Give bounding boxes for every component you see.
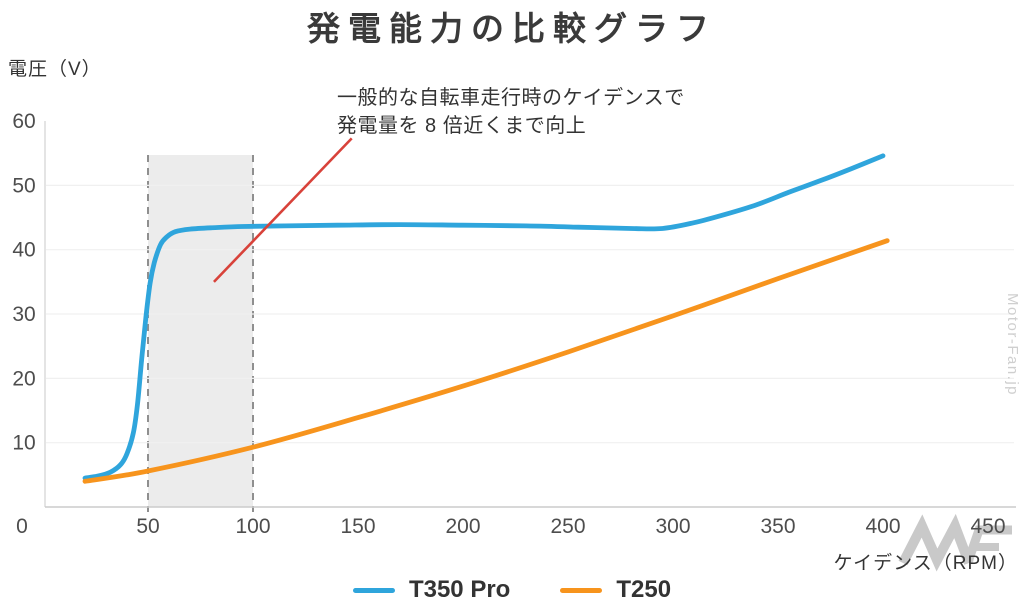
y-tick-label-50: 50 [12,174,35,197]
y-axis-title: 電圧（V） [8,59,102,80]
annotation-pointer-line [213,137,353,283]
x-tick-label-150: 150 [340,515,375,538]
legend-label-t250: T250 [616,576,672,603]
y-tick-label-20: 20 [12,367,35,390]
annotation-line-2: 発電量を 8 倍近くまで向上 [337,115,587,137]
annotation-text: 一般的な自転車走行時のケイデンスで 発電量を 8 倍近くまで向上 [337,84,685,140]
x-tick-label-200: 200 [445,515,480,538]
x-tick-label-100: 100 [235,515,270,538]
x-tick-label-350: 350 [760,515,795,538]
series-line-t250 [82,238,890,484]
x-tick-label-50: 50 [136,515,159,538]
x-tick-label-450: 450 [970,515,1005,538]
legend: T350 Pro T250 [0,576,1024,604]
y-tick-label-10: 10 [12,432,35,455]
series-line-t350-pro [82,153,886,481]
chart-title: 発電能力の比較グラフ [307,10,717,47]
x-tick-label-400: 400 [865,515,900,538]
x-tick-label-0: 0 [16,515,28,538]
y-tick-label-40: 40 [12,239,35,262]
x-axis-title: ケイデンス（RPM） [833,553,1018,574]
motor-fan-watermark-text: Motor-Fan.jp [1004,293,1021,397]
legend-line-t250-icon [560,587,603,593]
y-tick-label-30: 30 [12,303,35,326]
legend-line-t350pro-icon [352,587,395,593]
legend-label-t350pro: T350 Pro [408,576,511,603]
x-tick-label-250: 250 [550,515,585,538]
highlight-band [148,155,253,507]
y-tick-label-60: 60 [12,110,35,133]
annotation-line-1: 一般的な自転車走行時のケイデンスで [337,87,685,109]
motor-fan-logo-icon [898,513,1012,572]
x-tick-label-300: 300 [655,515,690,538]
